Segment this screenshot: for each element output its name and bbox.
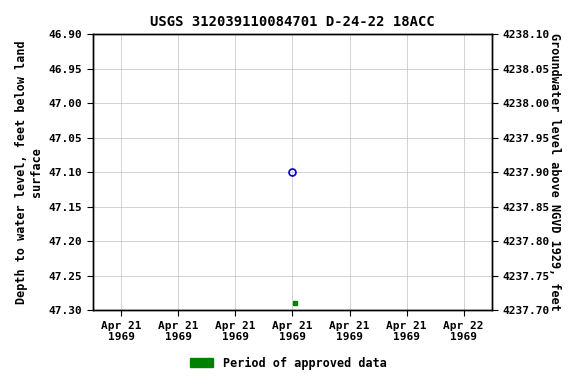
- Y-axis label: Groundwater level above NGVD 1929, feet: Groundwater level above NGVD 1929, feet: [548, 33, 561, 311]
- Legend: Period of approved data: Period of approved data: [185, 352, 391, 374]
- Title: USGS 312039110084701 D-24-22 18ACC: USGS 312039110084701 D-24-22 18ACC: [150, 15, 435, 29]
- Y-axis label: Depth to water level, feet below land
surface: Depth to water level, feet below land su…: [15, 40, 43, 304]
